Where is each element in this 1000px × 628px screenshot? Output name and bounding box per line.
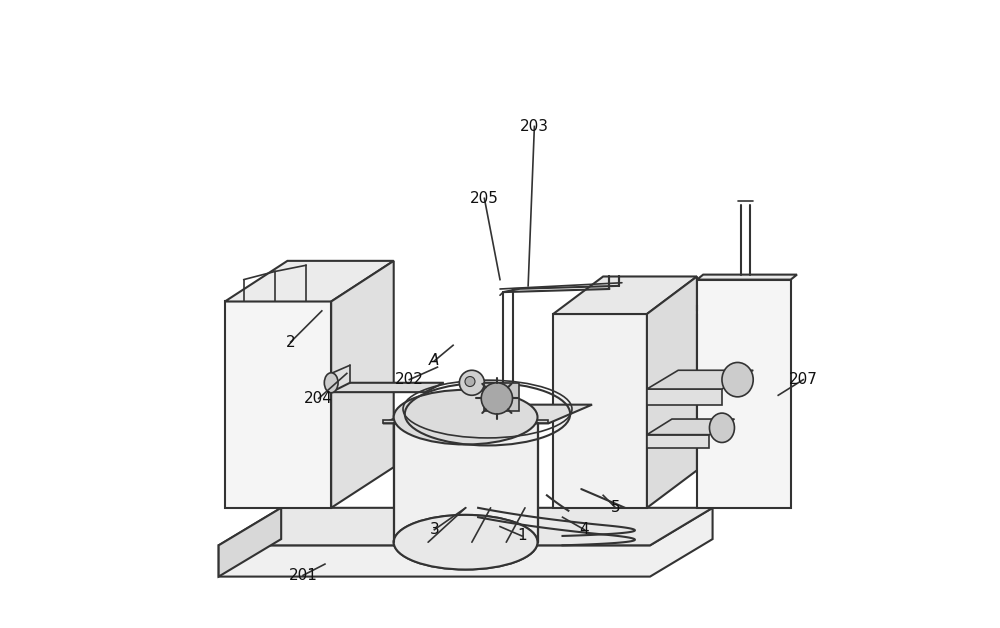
Text: 201: 201 (289, 568, 317, 583)
Circle shape (465, 377, 475, 386)
Polygon shape (383, 404, 592, 423)
Text: 207: 207 (789, 372, 818, 387)
Text: 4: 4 (580, 522, 589, 537)
Text: 1: 1 (517, 528, 527, 543)
Text: 5: 5 (611, 501, 620, 516)
Polygon shape (394, 423, 538, 542)
Polygon shape (225, 261, 394, 301)
Ellipse shape (722, 362, 753, 397)
Polygon shape (331, 261, 394, 508)
Polygon shape (647, 419, 734, 435)
Polygon shape (219, 508, 281, 577)
Polygon shape (647, 435, 709, 448)
Text: 3: 3 (429, 522, 439, 537)
Text: A: A (429, 354, 440, 369)
Circle shape (459, 371, 484, 395)
Polygon shape (697, 274, 797, 279)
Ellipse shape (709, 413, 734, 443)
Polygon shape (553, 314, 647, 508)
Polygon shape (697, 279, 791, 508)
Text: 205: 205 (470, 191, 499, 206)
Ellipse shape (394, 515, 538, 570)
Ellipse shape (394, 390, 538, 445)
Polygon shape (484, 383, 519, 411)
Polygon shape (219, 508, 713, 577)
Polygon shape (647, 389, 722, 404)
Polygon shape (553, 276, 697, 314)
Text: 202: 202 (395, 372, 424, 387)
Polygon shape (331, 383, 444, 392)
Polygon shape (383, 420, 548, 423)
Polygon shape (219, 508, 713, 545)
Text: 203: 203 (520, 119, 549, 134)
Ellipse shape (324, 373, 338, 392)
Polygon shape (647, 276, 697, 508)
Polygon shape (225, 301, 331, 508)
Circle shape (481, 383, 513, 414)
Polygon shape (647, 371, 753, 389)
Text: 204: 204 (304, 391, 333, 406)
Text: 2: 2 (286, 335, 295, 350)
